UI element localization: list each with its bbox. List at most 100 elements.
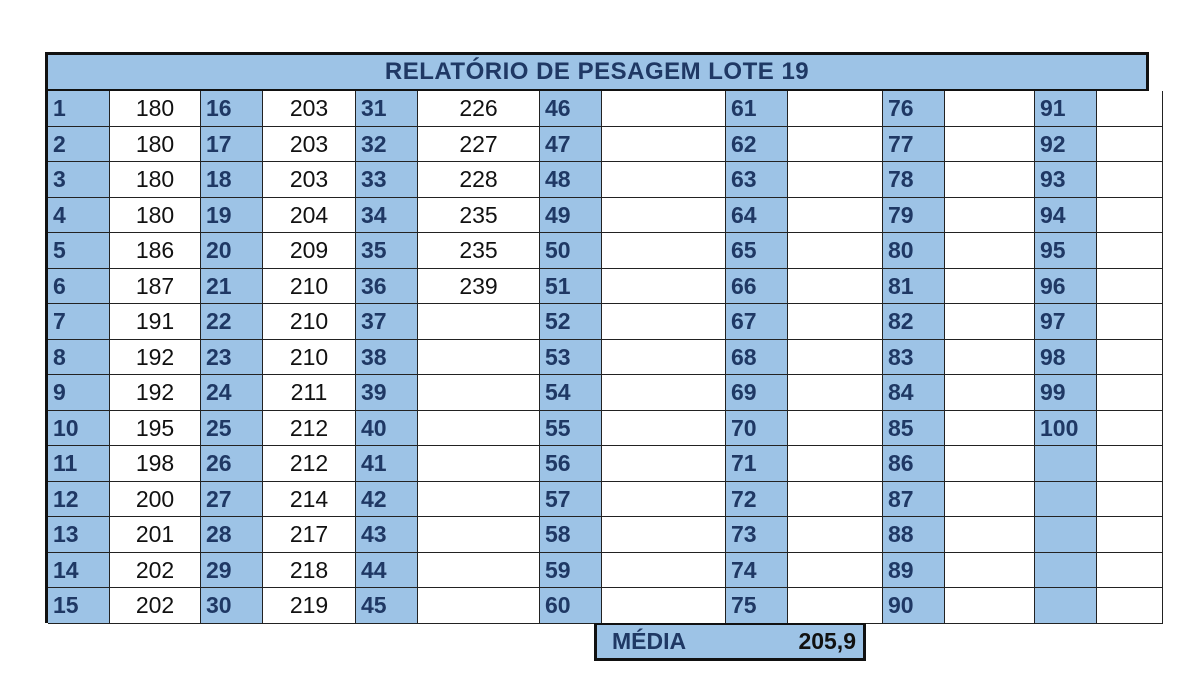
animal-id-cell: 15 [48, 588, 110, 624]
animal-id-cell: 64 [726, 197, 788, 233]
animal-id-cell: 87 [883, 481, 945, 517]
weight-cell [788, 339, 883, 375]
weight-cell: 228 [418, 162, 540, 198]
weight-cell [602, 304, 726, 340]
animal-id-cell: 65 [726, 233, 788, 269]
animal-id-cell: 77 [883, 126, 945, 162]
animal-id-cell: 97 [1035, 304, 1097, 340]
animal-id-cell: 52 [540, 304, 602, 340]
animal-id-cell: 75 [726, 588, 788, 624]
animal-id-cell: 33 [356, 162, 418, 198]
animal-id-cell: 59 [540, 552, 602, 588]
animal-id-cell: 76 [883, 91, 945, 127]
weight-cell [945, 233, 1035, 269]
animal-id-cell: 80 [883, 233, 945, 269]
animal-id-cell: 82 [883, 304, 945, 340]
weight-cell: 202 [110, 552, 201, 588]
animal-id-cell [1035, 481, 1097, 517]
weight-cell: 217 [263, 517, 356, 553]
animal-id-cell: 11 [48, 446, 110, 482]
animal-id-cell: 71 [726, 446, 788, 482]
report-title: RELATÓRIO DE PESAGEM LOTE 19 [48, 55, 1146, 91]
weight-cell [418, 304, 540, 340]
weight-cell [1097, 268, 1163, 304]
weight-cell [788, 91, 883, 127]
animal-id-cell: 84 [883, 375, 945, 411]
animal-id-cell: 94 [1035, 197, 1097, 233]
animal-id-cell: 73 [726, 517, 788, 553]
weight-cell: 192 [110, 375, 201, 411]
animal-id-cell: 16 [201, 91, 263, 127]
weight-cell: 198 [110, 446, 201, 482]
animal-id-cell: 49 [540, 197, 602, 233]
weight-cell [1097, 588, 1163, 624]
weight-cell [1097, 446, 1163, 482]
weight-cell [418, 446, 540, 482]
animal-id-cell: 31 [356, 91, 418, 127]
animal-id-cell: 86 [883, 446, 945, 482]
animal-id-cell: 74 [726, 552, 788, 588]
animal-id-cell: 83 [883, 339, 945, 375]
weight-cell: 203 [263, 91, 356, 127]
weight-cell: 235 [418, 197, 540, 233]
animal-id-cell: 37 [356, 304, 418, 340]
weight-cell [1097, 233, 1163, 269]
animal-id-cell [1035, 517, 1097, 553]
animal-id-cell: 6 [48, 268, 110, 304]
weight-cell [945, 197, 1035, 233]
weight-cell: 219 [263, 588, 356, 624]
weight-cell [602, 446, 726, 482]
animal-id-cell: 63 [726, 162, 788, 198]
animal-id-cell: 14 [48, 552, 110, 588]
weight-cell: 209 [263, 233, 356, 269]
weight-cell [945, 410, 1035, 446]
weight-cell [788, 162, 883, 198]
weight-cell [945, 91, 1035, 127]
animal-id-cell: 91 [1035, 91, 1097, 127]
animal-id-cell: 56 [540, 446, 602, 482]
weight-cell [788, 197, 883, 233]
weight-cell: 210 [263, 268, 356, 304]
animal-id-cell: 89 [883, 552, 945, 588]
weight-cell [945, 126, 1035, 162]
average-label: MÉDIA [612, 628, 687, 654]
animal-id-cell: 30 [201, 588, 263, 624]
weight-cell [1097, 552, 1163, 588]
weight-cell [945, 588, 1035, 624]
animal-id-cell: 68 [726, 339, 788, 375]
animal-id-cell: 27 [201, 481, 263, 517]
weight-cell: 210 [263, 339, 356, 375]
animal-id-cell: 29 [201, 552, 263, 588]
weight-cell [788, 588, 883, 624]
weight-cell [418, 339, 540, 375]
weight-cell: 204 [263, 197, 356, 233]
animal-id-cell: 61 [726, 91, 788, 127]
weight-cell [602, 517, 726, 553]
weight-cell: 212 [263, 410, 356, 446]
animal-id-cell: 9 [48, 375, 110, 411]
weight-cell [602, 268, 726, 304]
weight-cell [788, 126, 883, 162]
animal-id-cell: 34 [356, 197, 418, 233]
weight-cell [418, 375, 540, 411]
weight-cell [788, 410, 883, 446]
animal-id-cell: 95 [1035, 233, 1097, 269]
animal-id-cell [1035, 446, 1097, 482]
weight-cell: 235 [418, 233, 540, 269]
weight-cell [945, 552, 1035, 588]
weight-cell [788, 446, 883, 482]
animal-id-cell: 51 [540, 268, 602, 304]
weight-cell [788, 552, 883, 588]
animal-id-cell: 8 [48, 339, 110, 375]
animal-id-cell: 43 [356, 517, 418, 553]
weight-cell [602, 197, 726, 233]
animal-id-cell: 85 [883, 410, 945, 446]
animal-id-cell: 7 [48, 304, 110, 340]
weight-cell [602, 126, 726, 162]
animal-id-cell: 18 [201, 162, 263, 198]
weight-cell: 218 [263, 552, 356, 588]
animal-id-cell: 62 [726, 126, 788, 162]
animal-id-cell [1035, 552, 1097, 588]
animal-id-cell: 10 [48, 410, 110, 446]
animal-id-cell: 35 [356, 233, 418, 269]
